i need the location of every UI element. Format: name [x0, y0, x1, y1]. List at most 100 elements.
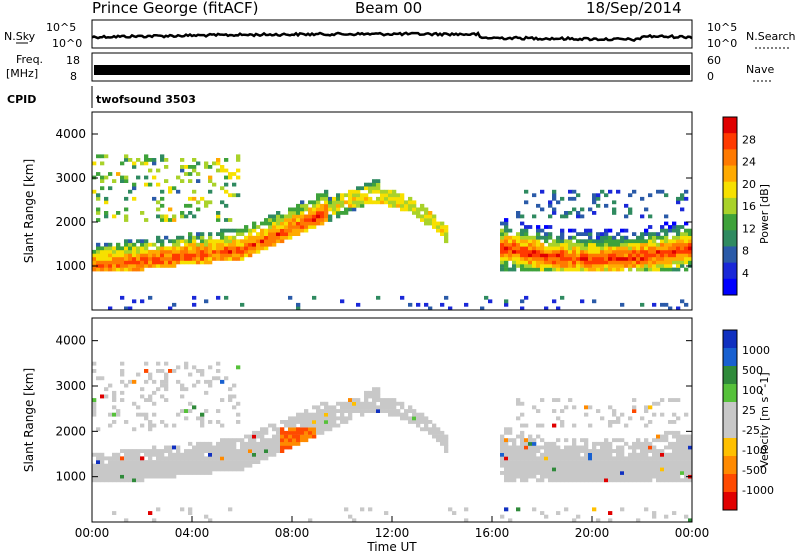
- heatmap-cell: [600, 416, 605, 421]
- heatmap-cell: [300, 438, 305, 443]
- heatmap-cell: [624, 253, 629, 258]
- heatmap-cell: [152, 471, 157, 475]
- heatmap-cell: [248, 438, 253, 443]
- heatmap-cell: [592, 449, 597, 453]
- heatmap-cell: [632, 264, 637, 268]
- heatmap-cell: [152, 264, 157, 268]
- heatmap-cell: [168, 460, 173, 464]
- heatmap-cell: [616, 467, 621, 472]
- heatmap-cell: [168, 207, 173, 212]
- heatmap-cell: [588, 267, 593, 272]
- heatmap-cell: [232, 249, 237, 254]
- heatmap-cell: [124, 449, 129, 453]
- heatmap-cell: [648, 445, 653, 450]
- heatmap-cell: [596, 452, 601, 457]
- heatmap-cell: [148, 460, 153, 464]
- heatmap-cell: [160, 242, 165, 247]
- heatmap-cell: [396, 203, 401, 208]
- heatmap-cell: [156, 207, 161, 212]
- heatmap-cell: [152, 249, 157, 254]
- heatmap-cell: [364, 409, 369, 413]
- heatmap-cell: [408, 416, 413, 421]
- heatmap-cell: [568, 267, 573, 272]
- heatmap-cell: [640, 260, 645, 265]
- heatmap-cell: [276, 445, 281, 450]
- heatmap-cell: [344, 401, 349, 406]
- heatmap-cell: [188, 441, 193, 446]
- heatmap-cell: [668, 267, 673, 272]
- heatmap-cell: [116, 260, 121, 265]
- heatmap-cell: [568, 260, 573, 265]
- heatmap-cell: [156, 246, 161, 251]
- heatmap-cell: [508, 474, 513, 479]
- heatmap-cell: [652, 474, 657, 479]
- heatmap-cell: [688, 452, 693, 457]
- power-colorbar-label: Power [dB]: [758, 184, 771, 244]
- heatmap-cell: [584, 405, 589, 410]
- heatmap-cell: [196, 369, 201, 373]
- heatmap-cell: [560, 214, 565, 219]
- heatmap-cell: [180, 409, 185, 413]
- heatmap-cell: [324, 207, 329, 212]
- nsearch-bottom-tick: 10^0: [707, 37, 737, 50]
- heatmap-cell: [180, 460, 185, 464]
- heatmap-cell: [188, 460, 193, 464]
- heatmap-cell: [680, 467, 685, 472]
- heatmap-cell: [112, 246, 117, 251]
- heatmap-cell: [96, 260, 101, 265]
- heatmap-cell: [640, 214, 645, 219]
- heatmap-cell: [576, 267, 581, 272]
- heatmap-cell: [568, 257, 573, 261]
- heatmap-cell: [208, 239, 213, 244]
- heatmap-cell: [200, 253, 205, 258]
- heatmap-cell: [288, 434, 293, 439]
- heatmap-cell: [132, 186, 137, 191]
- heatmap-cell: [96, 246, 101, 251]
- heatmap-cell: [300, 203, 305, 208]
- velocity-heatmap: [92, 361, 693, 523]
- heatmap-cell: [132, 478, 137, 483]
- heatmap-cell: [144, 361, 149, 366]
- heatmap-cell: [608, 264, 613, 268]
- heatmap-cell: [216, 449, 221, 453]
- heatmap-cell: [564, 471, 569, 475]
- heatmap-cell: [672, 471, 677, 475]
- heatmap-cell: [192, 253, 197, 258]
- x-tick-label: 08:00: [275, 526, 310, 540]
- heatmap-cell: [368, 186, 373, 191]
- heatmap-cell: [184, 172, 189, 176]
- heatmap-cell: [536, 409, 541, 413]
- heatmap-cell: [320, 409, 325, 413]
- heatmap-cell: [416, 207, 421, 212]
- heatmap-cell: [448, 507, 453, 512]
- heatmap-cell: [188, 409, 193, 413]
- heatmap-cell: [128, 264, 133, 268]
- heatmap-cell: [308, 211, 313, 215]
- heatmap-cell: [540, 260, 545, 265]
- heatmap-cell: [128, 257, 133, 261]
- heatmap-cell: [620, 460, 625, 464]
- heatmap-cell: [368, 200, 373, 205]
- heatmap-cell: [432, 427, 437, 432]
- heatmap-cell: [660, 228, 665, 233]
- heatmap-cell: [160, 158, 165, 162]
- heatmap-cell: [192, 242, 197, 247]
- heatmap-cell: [624, 471, 629, 475]
- heatmap-cell: [280, 239, 285, 244]
- heatmap-cell: [636, 253, 641, 258]
- heatmap-cell: [108, 412, 113, 417]
- heatmap-cell: [116, 211, 121, 215]
- heatmap-cell: [396, 200, 401, 205]
- heatmap-cell: [288, 420, 293, 424]
- heatmap-cell: [528, 438, 533, 443]
- heatmap-cell: [412, 412, 417, 417]
- heatmap-cell: [288, 214, 293, 219]
- heatmap-cell: [660, 253, 665, 258]
- heatmap-cell: [440, 430, 445, 435]
- heatmap-cell: [324, 200, 329, 205]
- heatmap-cell: [600, 441, 605, 446]
- heatmap-cell: [100, 471, 105, 475]
- heatmap-cell: [392, 200, 397, 205]
- heatmap-cell: [504, 474, 509, 479]
- heatmap-cell: [216, 460, 221, 464]
